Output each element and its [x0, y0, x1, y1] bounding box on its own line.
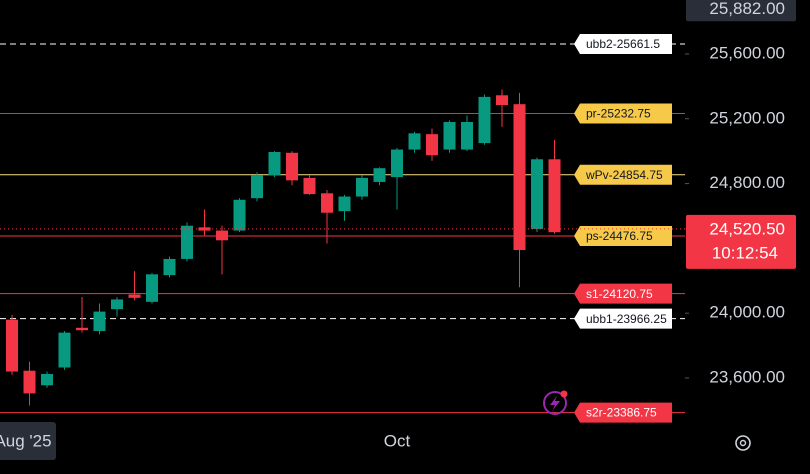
- level-tag: [574, 283, 672, 304]
- candle-body: [163, 258, 176, 276]
- top-marker-box: [686, 0, 796, 22]
- candle-body: [251, 175, 263, 199]
- candle-body: [181, 225, 193, 259]
- candle-body: [303, 177, 316, 195]
- candle-body: [128, 294, 141, 298]
- candle-body: [356, 177, 368, 197]
- y-tick-label: 24,000.00: [709, 303, 785, 322]
- level-label: wPv-24854.75: [585, 168, 663, 182]
- level-label: pr-25232.75: [586, 107, 651, 121]
- y-tick-label: 25,200.00: [709, 108, 785, 127]
- alert-icon[interactable]: [543, 390, 568, 415]
- candle-body: [268, 151, 281, 176]
- candle-body: [513, 104, 526, 251]
- level-label: s2r-23386.75: [586, 406, 657, 420]
- candle-body: [23, 370, 36, 394]
- y-tick-label: 24,800.00: [709, 173, 785, 192]
- candle-body: [461, 122, 473, 150]
- candle-body: [93, 311, 106, 332]
- last-price-label: 24,520.50: [709, 219, 785, 238]
- y-tick-label: 25,600.00: [709, 43, 785, 62]
- candle-body: [146, 274, 158, 302]
- candle-body: [443, 122, 456, 150]
- level-tag: [574, 164, 672, 185]
- candle-body: [216, 230, 228, 241]
- x-tick-label: Aug '25: [0, 431, 52, 450]
- candle-body: [76, 327, 88, 331]
- level-tag: [574, 402, 672, 423]
- level-label: ps-24476.75: [586, 229, 653, 243]
- candle-body: [111, 299, 123, 310]
- candle-body: [531, 159, 543, 229]
- candle-body: [408, 133, 421, 150]
- candle-body: [286, 152, 298, 181]
- x-tick-label: Oct: [384, 431, 411, 450]
- candle-body: [338, 196, 351, 212]
- candle-body: [496, 95, 508, 105]
- candle-body: [6, 319, 18, 372]
- candle-body: [426, 134, 438, 156]
- last-price-box: [686, 214, 796, 269]
- level-tag: [574, 103, 672, 124]
- level-label: ubb2-25661.5: [586, 37, 660, 51]
- candle-body: [373, 168, 386, 182]
- candle-body: [321, 193, 333, 213]
- level-label: ubb1-23966.25: [586, 312, 667, 326]
- candle-body: [41, 373, 53, 386]
- candle-body: [233, 199, 246, 231]
- level-tag: [574, 33, 672, 54]
- x-label-box: [0, 422, 56, 460]
- candle-body: [58, 332, 71, 368]
- candle-body: [548, 159, 561, 233]
- level-tag: [574, 225, 672, 246]
- top-marker-label: 25,882.00: [709, 0, 785, 18]
- settings-icon[interactable]: [735, 435, 751, 451]
- y-tick-label: 23,600.00: [709, 367, 785, 386]
- last-price-time: 10:12:54: [712, 243, 778, 262]
- level-label: s1-24120.75: [586, 287, 653, 301]
- level-tag: [574, 308, 672, 329]
- candle-body: [391, 149, 403, 178]
- candle-body: [478, 96, 491, 144]
